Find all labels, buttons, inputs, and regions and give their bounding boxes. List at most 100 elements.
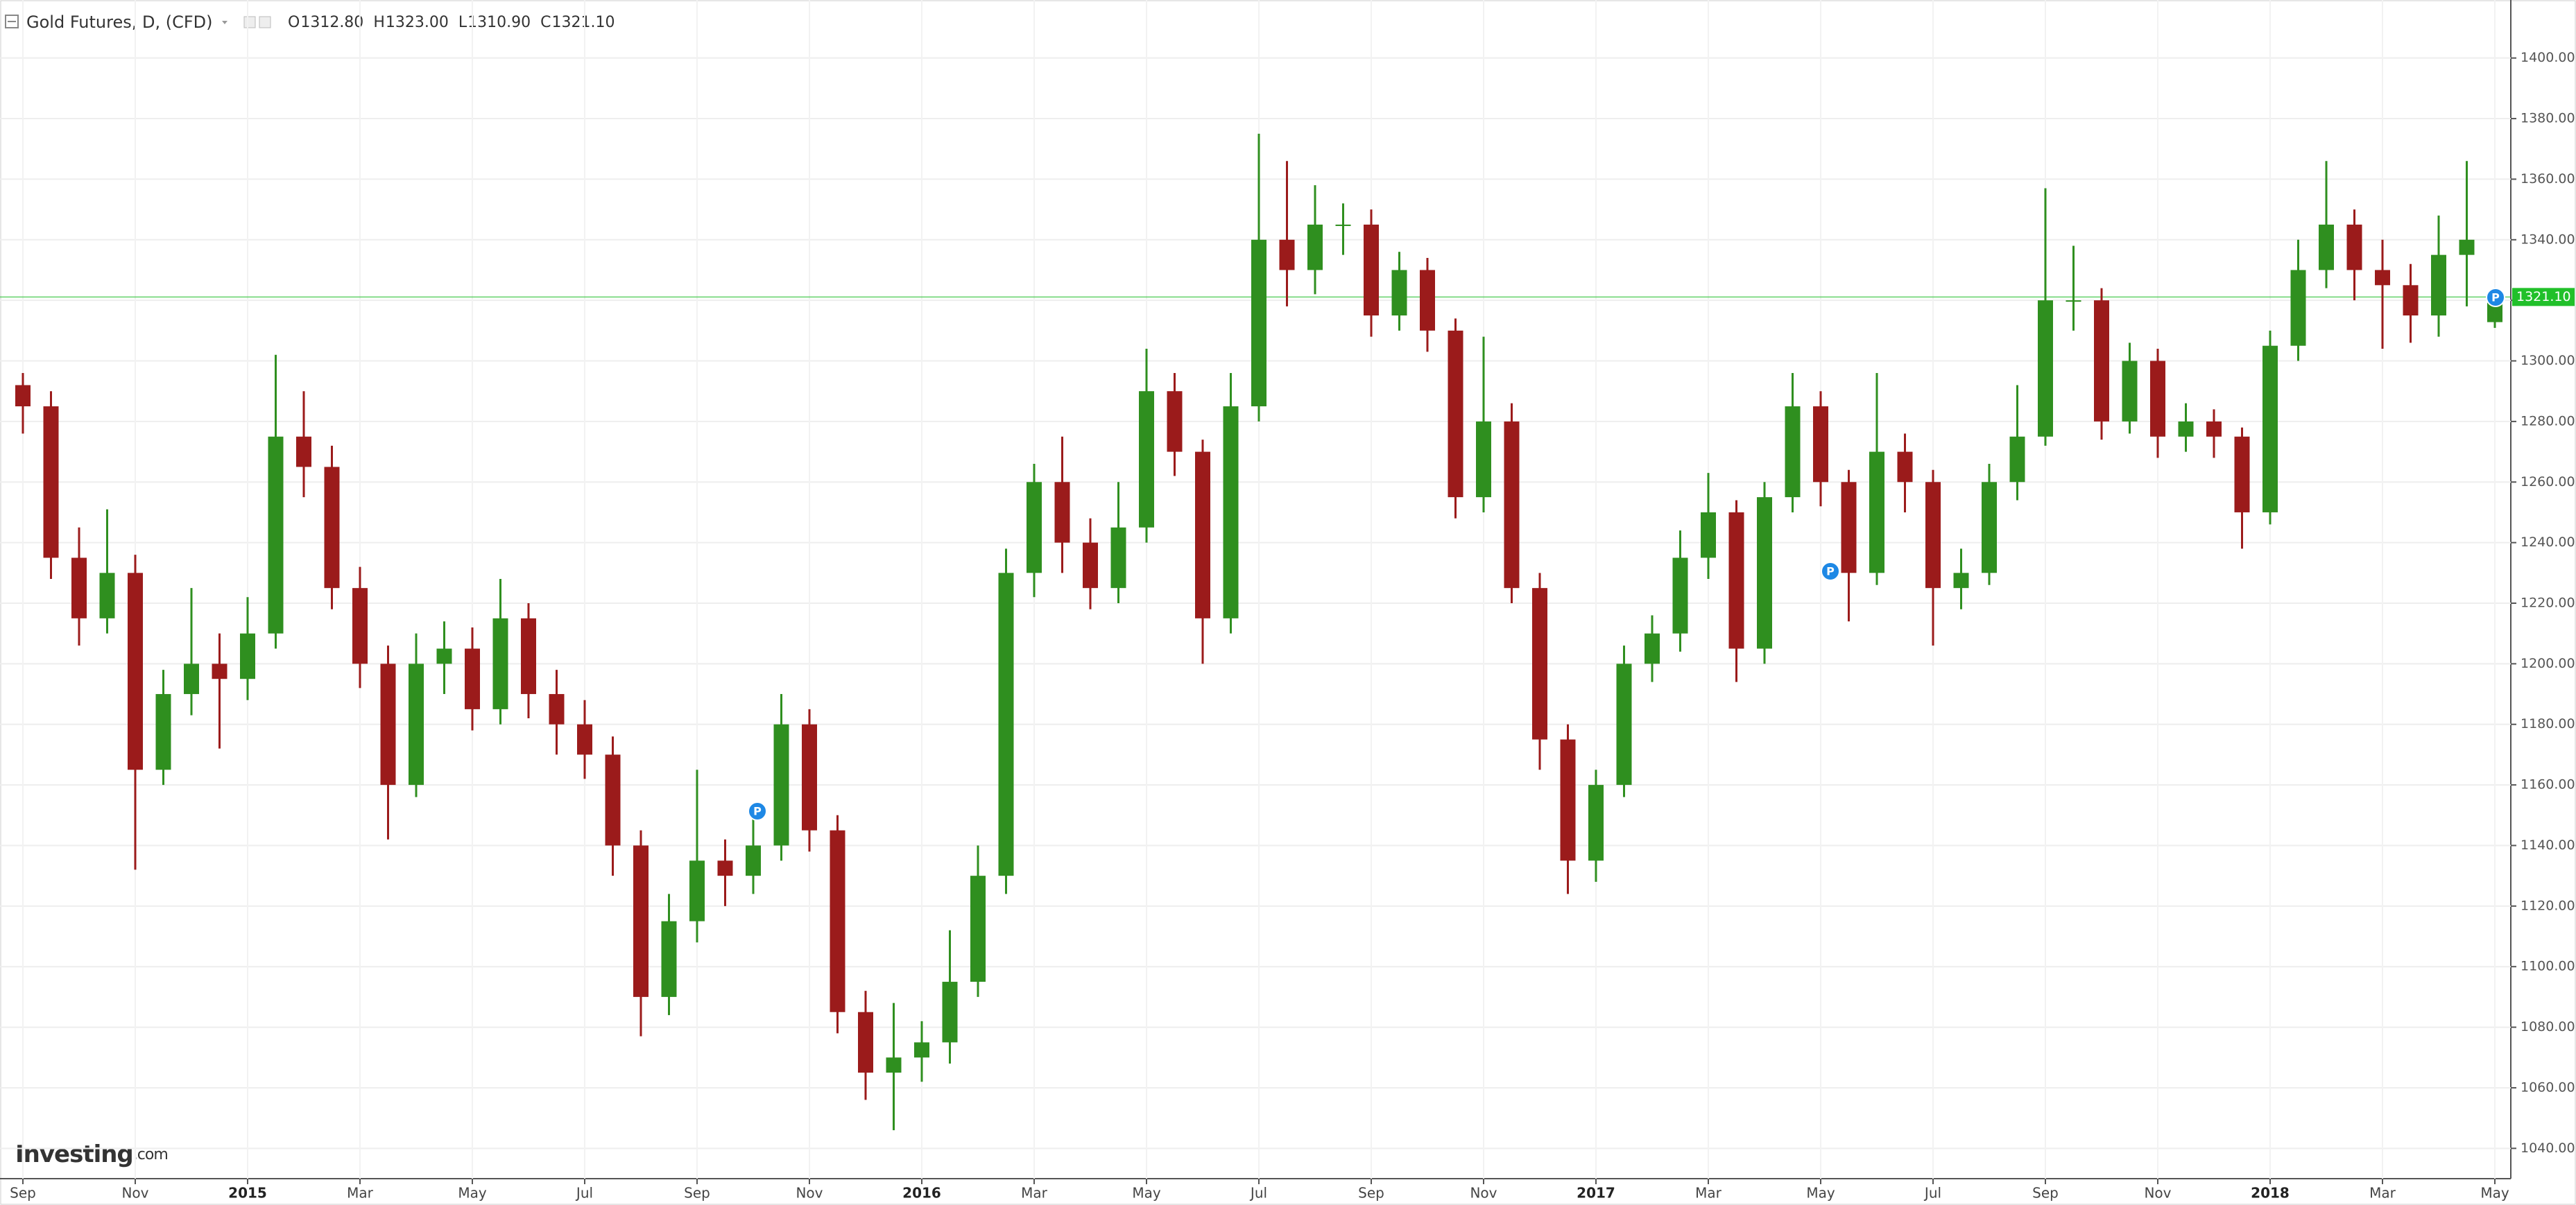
- y-tick-label: 1200.00: [2521, 656, 2575, 671]
- y-tick-label: 1220.00: [2521, 596, 2575, 611]
- y-tick-label: 1100.00: [2521, 959, 2575, 974]
- y-tick-label: 1160.00: [2521, 777, 2575, 792]
- candle-body: [2234, 436, 2250, 512]
- x-tick-label: May: [1132, 1185, 1161, 1202]
- candle-body: [2262, 345, 2278, 512]
- candle-body: [155, 694, 171, 770]
- ohlc-key: O: [288, 14, 300, 31]
- y-tick-label: 1040.00: [2521, 1141, 2575, 1156]
- event-marker[interactable]: [748, 801, 767, 821]
- candle-body: [1645, 633, 1660, 664]
- candle-body: [1448, 330, 1463, 498]
- y-tick-label: 1240.00: [2521, 535, 2575, 550]
- candle-body: [661, 921, 677, 997]
- candle-body: [492, 618, 508, 709]
- candle-body: [1813, 406, 1828, 483]
- candle-body: [2403, 285, 2419, 315]
- candle-body: [1223, 406, 1239, 618]
- x-tick-label: 2018: [2251, 1185, 2290, 1202]
- candle-body: [43, 406, 59, 558]
- candle-body: [409, 664, 424, 786]
- candle-body: [746, 845, 761, 876]
- candle-body: [1560, 739, 1576, 861]
- y-tick-label: 1380.00: [2521, 111, 2575, 126]
- candle-body: [1897, 451, 1913, 483]
- candle-body: [1167, 391, 1183, 452]
- event-marker-label: P: [1826, 565, 1835, 578]
- x-tick-label: Sep: [1358, 1185, 1384, 1202]
- x-tick-label: Mar: [1695, 1185, 1722, 1202]
- ohlc-value: 1310.90: [467, 14, 531, 31]
- candle-body: [2375, 270, 2390, 286]
- candle-body: [970, 876, 986, 982]
- toolbar-icon[interactable]: [243, 16, 256, 28]
- candle-body: [2009, 436, 2025, 483]
- dropdown-caret[interactable]: [222, 21, 227, 24]
- candle-body: [1195, 451, 1210, 618]
- candle-body: [1869, 451, 1884, 573]
- x-tick-label: Nov: [121, 1185, 148, 1202]
- candle-body: [2150, 361, 2165, 437]
- candle-body: [1335, 224, 1351, 226]
- x-tick-label: Jul: [1249, 1185, 1267, 1202]
- x-tick-label: 2016: [902, 1185, 941, 1202]
- candle-body: [549, 694, 565, 725]
- x-tick-label: Jul: [575, 1185, 593, 1202]
- ohlc-value: 1312.80: [300, 14, 363, 31]
- candle-body: [1251, 239, 1266, 407]
- event-marker[interactable]: [2486, 288, 2505, 307]
- y-tick-label: 1340.00: [2521, 232, 2575, 247]
- candle-body: [1757, 497, 1772, 649]
- candle-body: [1391, 270, 1407, 315]
- x-tick-label: 2017: [1577, 1185, 1615, 1202]
- candle-body: [71, 557, 87, 618]
- candle-body: [1279, 239, 1295, 270]
- header: Gold Futures, D, (CFD) O 1312.80 H 1323.00 L…: [5, 12, 615, 32]
- candle-body: [1504, 421, 1520, 589]
- event-marker-label: P: [753, 805, 762, 818]
- candle-body: [1953, 573, 1969, 589]
- event-marker-label: P: [2491, 291, 2500, 304]
- candle-body: [324, 467, 340, 589]
- last-price-box: [2512, 288, 2575, 306]
- candle-body: [689, 860, 705, 921]
- x-tick-label: Nov: [796, 1185, 823, 1202]
- y-tick-label: 1060.00: [2521, 1080, 2575, 1095]
- candle-body: [2319, 224, 2334, 270]
- collapse-icon[interactable]: [5, 15, 19, 28]
- y-tick-label: 1360.00: [2521, 171, 2575, 187]
- candle-body: [99, 573, 115, 618]
- y-tick-label: 1120.00: [2521, 898, 2575, 913]
- x-tick-label: May: [458, 1185, 487, 1202]
- x-tick-label: May: [2480, 1185, 2509, 1202]
- ohlc-value: 1323.00: [386, 14, 449, 31]
- x-tick-label: Mar: [2369, 1185, 2396, 1202]
- candle-body: [1925, 482, 1941, 589]
- candle-body: [886, 1057, 902, 1073]
- x-tick-label: Sep: [2032, 1185, 2059, 1202]
- toolbar-icon[interactable]: [259, 16, 271, 28]
- candle-body: [2122, 361, 2138, 422]
- candle-body: [2094, 300, 2109, 422]
- candle-body: [1532, 588, 1547, 740]
- event-marker[interactable]: [1821, 562, 1840, 581]
- candle-body: [1054, 482, 1070, 543]
- candle-body: [1588, 785, 1604, 861]
- candle-body: [2206, 421, 2222, 437]
- brand-name: Investing: [15, 1141, 133, 1168]
- candle-body: [2038, 300, 2053, 437]
- candle-body: [1616, 664, 1632, 786]
- candle-body: [802, 724, 817, 831]
- ohlc-value: 1321.10: [551, 14, 615, 31]
- x-tick-label: May: [1806, 1185, 1835, 1202]
- x-tick-label: Mar: [1021, 1185, 1048, 1202]
- candle-body: [380, 664, 396, 786]
- candle-body: [2290, 270, 2306, 346]
- candle-body: [1139, 391, 1154, 528]
- candle-body: [1672, 557, 1688, 634]
- candle-body: [184, 664, 199, 695]
- candle-body: [2431, 254, 2446, 315]
- y-tick-label: 1280.00: [2521, 413, 2575, 428]
- x-tick-label: 2015: [228, 1185, 267, 1202]
